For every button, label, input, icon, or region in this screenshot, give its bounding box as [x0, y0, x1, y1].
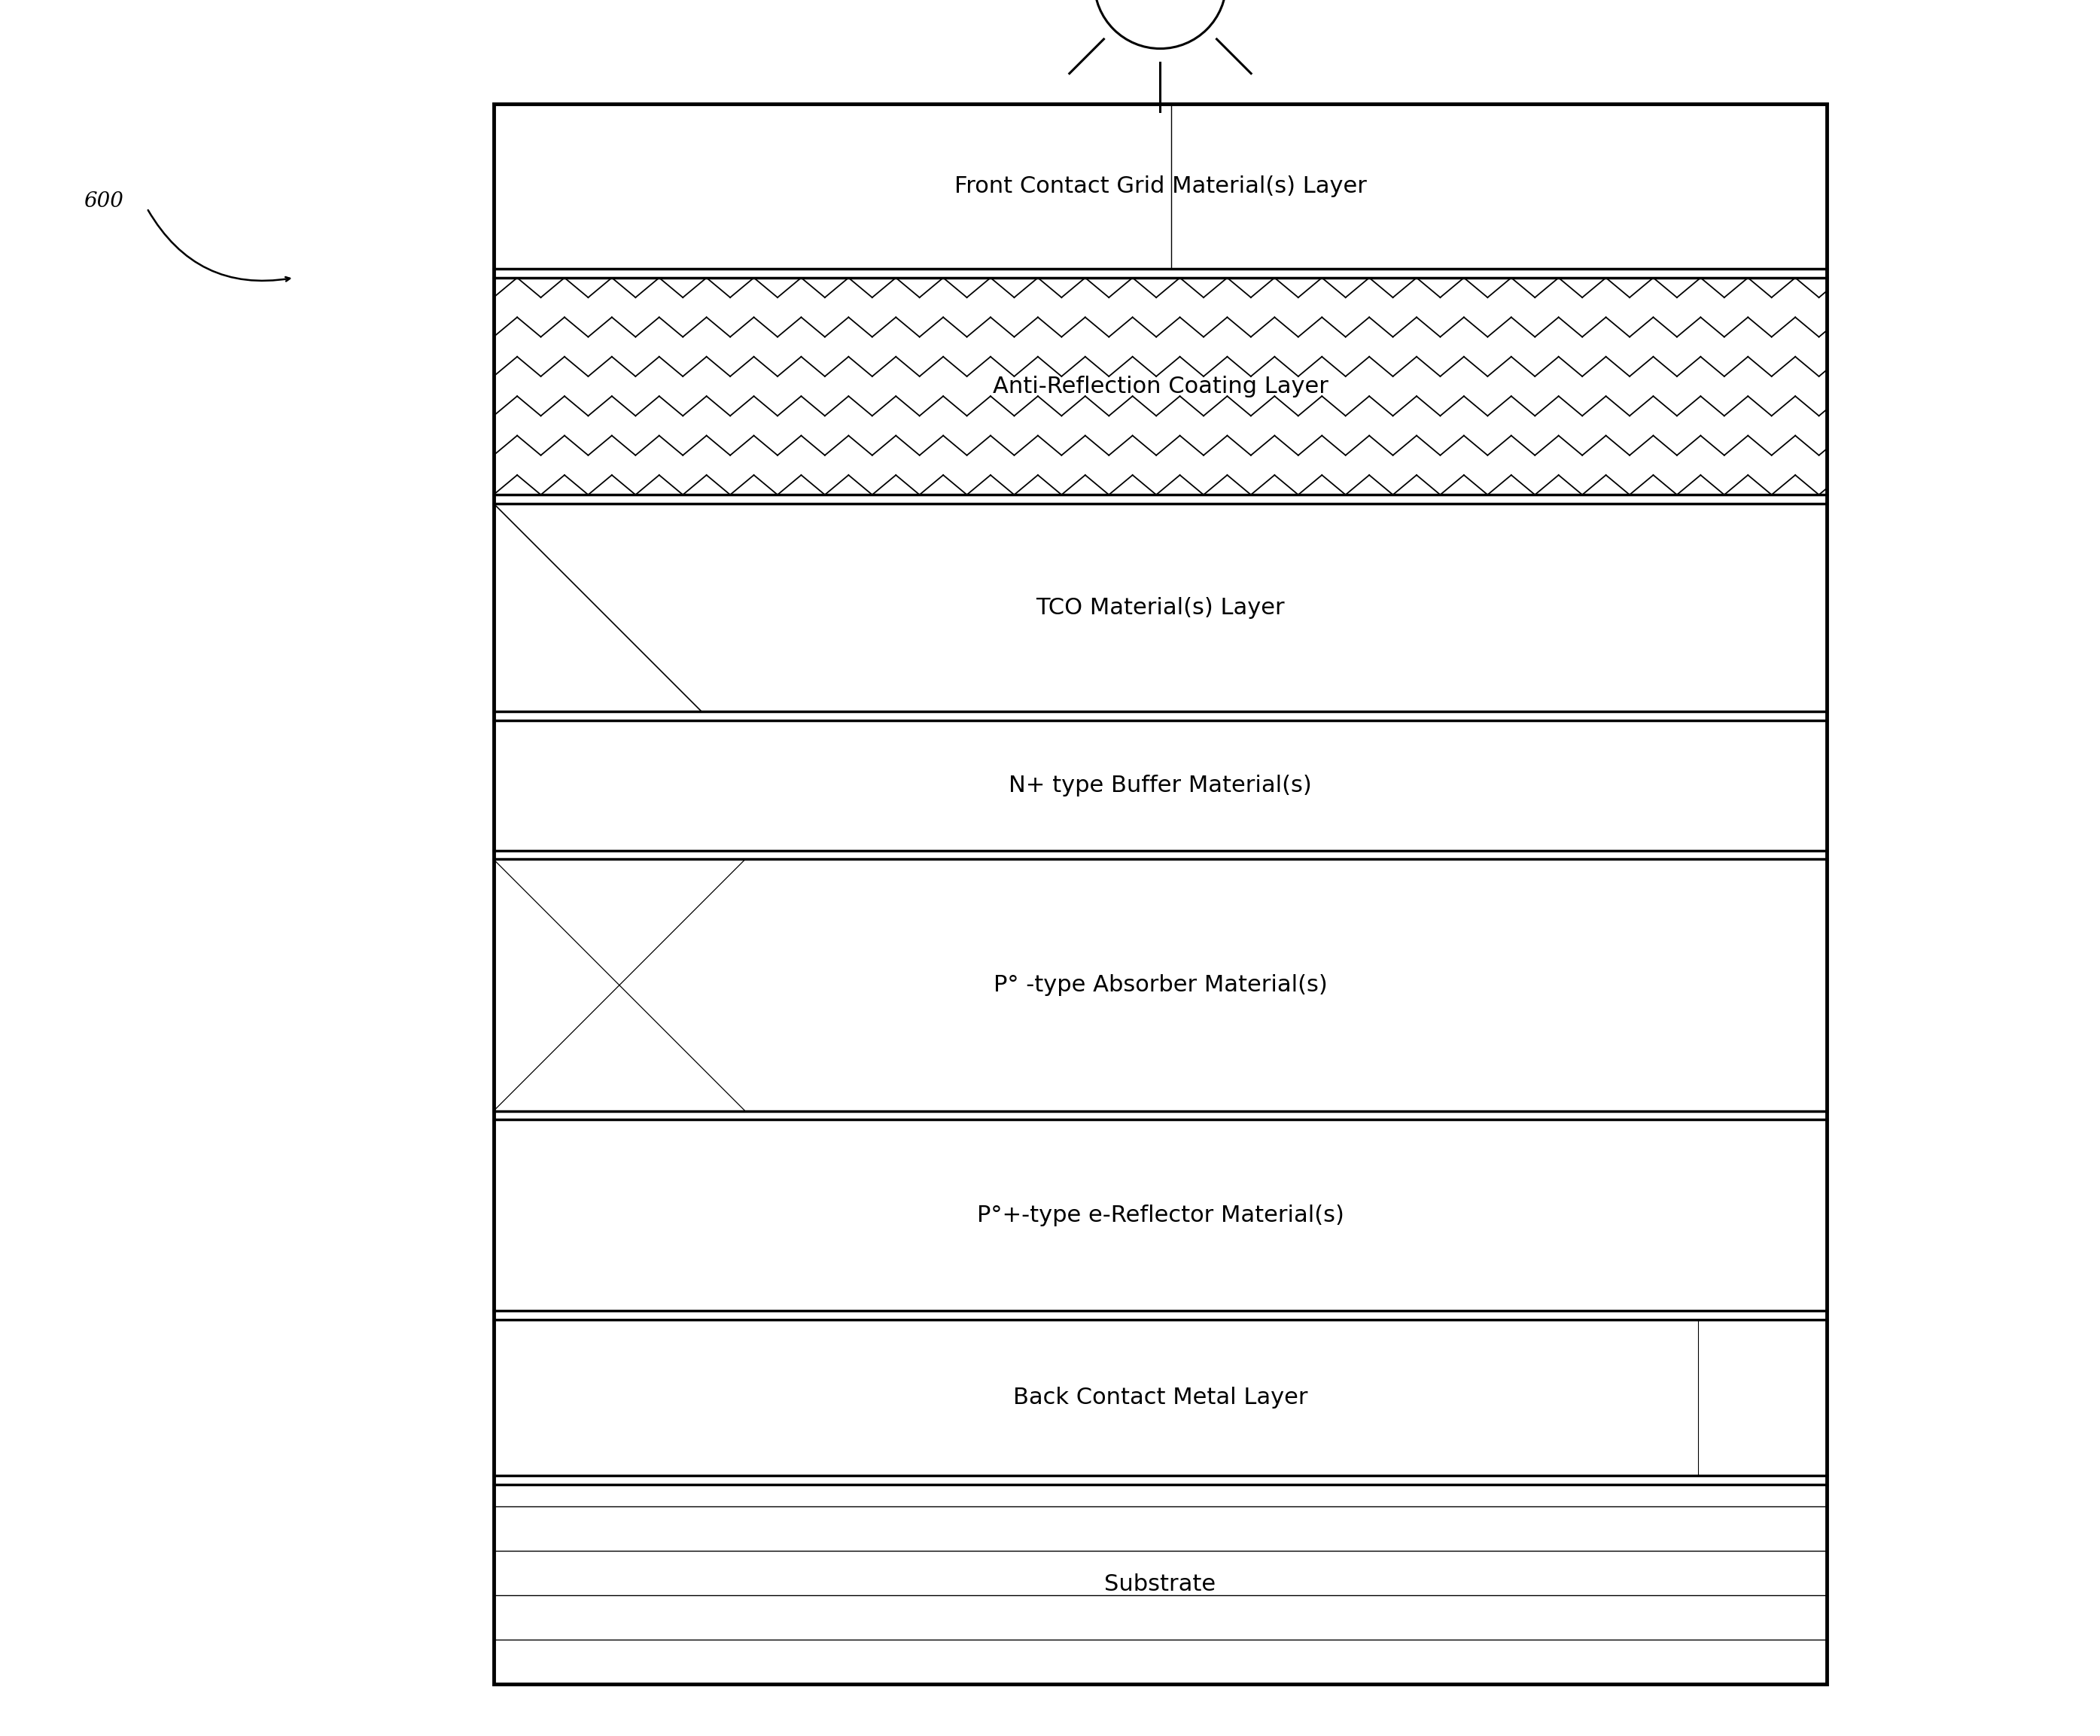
Bar	[494, 859, 1827, 1111]
Bar	[494, 503, 1827, 712]
Bar	[494, 104, 1827, 269]
Bar	[494, 104, 1827, 269]
Bar	[494, 278, 1827, 495]
Bar	[494, 1319, 1827, 1476]
Text: P°+-type e-Reflector Material(s): P°+-type e-Reflector Material(s)	[977, 1205, 1344, 1226]
Bar	[494, 1484, 1827, 1684]
Text: Substrate: Substrate	[1105, 1573, 1216, 1595]
Text: P° -type Absorber Material(s): P° -type Absorber Material(s)	[993, 974, 1327, 996]
Text: Back Contact Metal Layer: Back Contact Metal Layer	[1012, 1387, 1308, 1408]
Text: Anti-Reflection Coating Layer: Anti-Reflection Coating Layer	[993, 375, 1327, 398]
Bar	[494, 1120, 1827, 1311]
Text: N+ type Buffer Material(s): N+ type Buffer Material(s)	[1008, 774, 1312, 797]
Text: TCO Material(s) Layer: TCO Material(s) Layer	[1035, 597, 1285, 618]
Bar	[494, 1120, 1827, 1311]
Bar	[494, 859, 1827, 1111]
Bar	[494, 720, 1827, 851]
Text: Front Contact Grid Material(s) Layer: Front Contact Grid Material(s) Layer	[953, 175, 1367, 198]
Bar	[494, 503, 1827, 712]
Bar	[494, 720, 1827, 851]
Text: 600: 600	[84, 191, 124, 212]
Bar	[494, 1319, 1827, 1476]
Bar	[494, 278, 1827, 495]
Bar	[494, 1484, 1827, 1684]
Bar	[494, 104, 1827, 1684]
